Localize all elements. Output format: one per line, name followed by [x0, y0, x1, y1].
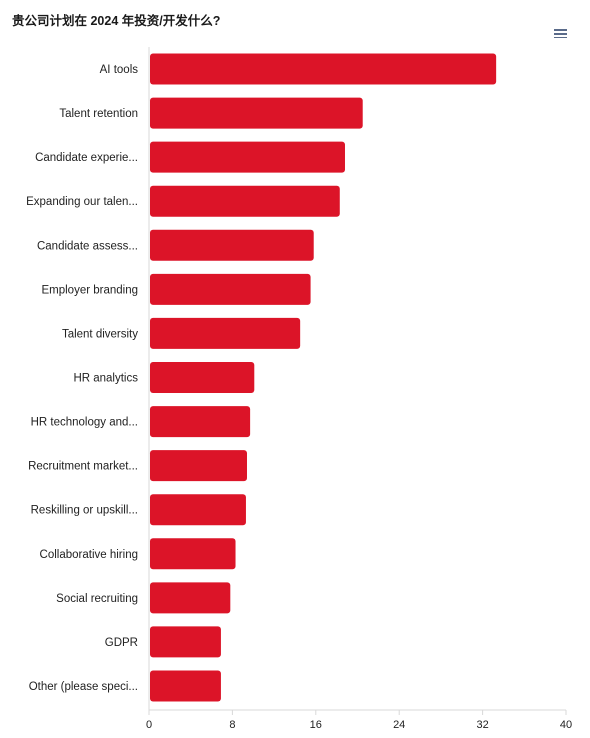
x-tick-label: 0 — [146, 719, 152, 731]
bar[interactable] — [150, 273, 311, 305]
category-label: Social recruiting — [56, 593, 138, 605]
bar[interactable] — [150, 53, 497, 85]
category-label: Reskilling or upskill... — [31, 505, 138, 517]
x-tick-label: 8 — [229, 719, 235, 731]
category-label: AI tools — [100, 64, 139, 76]
category-label: Recruitment market... — [28, 461, 138, 473]
bar[interactable] — [150, 141, 345, 173]
x-tick-label: 32 — [476, 719, 488, 731]
bar[interactable] — [150, 494, 246, 526]
category-label: Talent retention — [59, 108, 138, 120]
bar[interactable] — [150, 97, 363, 129]
bar[interactable] — [150, 538, 236, 570]
bar[interactable] — [150, 582, 231, 614]
category-label: Collaborative hiring — [40, 549, 138, 561]
category-label: HR analytics — [73, 373, 138, 385]
x-tick-label: 24 — [393, 719, 405, 731]
chart-title: 贵公司计划在 2024 年投资/开发什么? — [12, 14, 221, 28]
category-label: Employer branding — [41, 284, 138, 296]
category-label: HR technology and... — [31, 417, 138, 429]
bar[interactable] — [150, 670, 221, 702]
category-label: Expanding our talen... — [26, 196, 138, 208]
x-tick-label: 16 — [310, 719, 322, 731]
bar[interactable] — [150, 362, 255, 393]
bar[interactable] — [150, 229, 314, 261]
x-tick-label: 40 — [560, 719, 572, 731]
bar[interactable] — [150, 626, 221, 658]
category-label: GDPR — [105, 637, 138, 649]
bar[interactable] — [150, 317, 301, 349]
bar[interactable] — [150, 406, 251, 438]
category-label: Other (please speci... — [29, 681, 138, 693]
bar[interactable] — [150, 450, 247, 482]
category-label: Candidate experie... — [35, 152, 138, 164]
bar[interactable] — [150, 185, 340, 217]
category-label: Candidate assess... — [37, 240, 138, 252]
category-label: Talent diversity — [62, 328, 138, 340]
hamburger-menu-icon[interactable] — [552, 27, 570, 43]
